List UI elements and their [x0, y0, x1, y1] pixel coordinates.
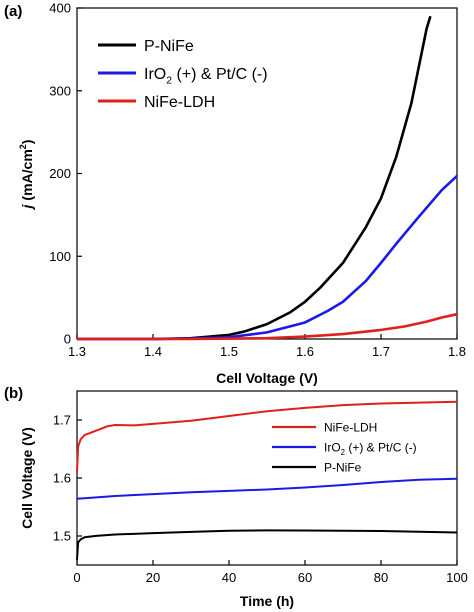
- panel-a-x-tick-label: 1.7: [372, 344, 390, 359]
- panel-a-series-line-1: [77, 175, 458, 341]
- panel-a: (a) 1.3 1.4 1.5 1.6 1.7 1.8 0 100 200 300 400 Cell…: [4, 1, 466, 387]
- panel-a-ticks: 1.3 1.4 1.5 1.6 1.7 1.8 0 100 200 300 400: [49, 1, 466, 360]
- panel-a-legend-text: (+) & Pt/C (-): [172, 66, 268, 83]
- panel-b-ylabel: Cell Voltage (V): [19, 427, 35, 529]
- panel-a-legend: P-NiFe IrO2 (+) & Pt/C (-) NiFe-LDH: [98, 38, 268, 111]
- panel-b-x-tick-label: 20: [146, 570, 160, 585]
- panel-b-y-tick-label: 1.7: [53, 413, 71, 428]
- panel-b-legend-label-0: NiFe-LDH: [324, 420, 377, 434]
- panel-a-y-tick-label: 0: [64, 332, 71, 347]
- panel-a-legend-text: NiFe-LDH: [144, 94, 215, 111]
- panel-a-x-tick-label: 1.6: [296, 344, 314, 359]
- ylabel-unit-sup: 2: [18, 144, 28, 149]
- panel-b-legend: NiFe-LDH IrO2 (+) & Pt/C (-) P-NiFe: [272, 420, 417, 474]
- panel-b-legend-text: NiFe-LDH: [324, 420, 377, 434]
- panel-b-legend-text: P-NiFe: [324, 460, 362, 474]
- panel-b-x-tick-label: 100: [446, 570, 468, 585]
- ylabel-symbol: j: [19, 203, 35, 210]
- panel-a-legend-text: P-NiFe: [144, 38, 194, 55]
- panel-b-series-line-0: [76, 400, 458, 473]
- panel-a-legend-text: IrO: [144, 66, 166, 83]
- panel-b-y-tick-label: 1.6: [53, 471, 71, 486]
- panel-b: (b) 0 20 40 60 80 100 1.5 1.6 1.7 Time (h) Cell …: [4, 385, 468, 609]
- ylabel-unit-pre: (mA/cm: [19, 149, 35, 200]
- panel-a-x-tick-label: 1.4: [144, 344, 162, 359]
- panel-a-series-line-0: [77, 15, 432, 341]
- panel-b-legend-label-1: IrO2 (+) & Pt/C (-): [324, 440, 417, 457]
- panel-b-frame: [76, 390, 458, 566]
- panel-a-legend-label-0: P-NiFe: [144, 38, 194, 55]
- panel-a-series-line-2: [77, 312, 458, 341]
- panel-a-y-tick-label: 300: [49, 83, 71, 98]
- panel-a-xlabel: Cell Voltage (V): [216, 370, 318, 386]
- panel-a-label: (a): [4, 3, 22, 20]
- panel-b-legend-label-2: P-NiFe: [324, 460, 362, 474]
- panel-b-x-tick-label: 0: [73, 570, 80, 585]
- panel-b-series-line-2: [76, 529, 458, 560]
- panel-b-label: (b): [4, 385, 23, 402]
- panel-a-x-tick-label: 1.8: [448, 344, 466, 359]
- panel-a-legend-label-1: IrO2 (+) & Pt/C (-): [144, 66, 268, 87]
- panel-a-x-tick-label: 1.3: [68, 344, 86, 359]
- panel-b-legend-text: IrO: [324, 440, 341, 454]
- panel-b-x-tick-label: 40: [222, 570, 236, 585]
- panel-a-frame: [76, 7, 458, 340]
- panel-a-y-tick-label: 100: [49, 249, 71, 264]
- panel-b-series-line-1: [76, 477, 458, 500]
- panel-b-y-tick-label: 1.5: [53, 529, 71, 544]
- panel-b-ticks: 0 20 40 60 80 100 1.5 1.6 1.7: [53, 413, 468, 586]
- panel-a-y-tick-label: 400: [49, 1, 71, 16]
- panel-a-legend-label-2: NiFe-LDH: [144, 94, 215, 111]
- panel-b-x-tick-label: 80: [374, 570, 388, 585]
- panel-a-y-tick-label: 200: [49, 166, 71, 181]
- panel-b-xlabel: Time (h): [240, 593, 294, 609]
- panel-a-ylabel: j (mA/cm2): [18, 140, 35, 211]
- panel-a-legend-subscript: 2: [166, 76, 172, 87]
- panel-a-lines: [77, 15, 458, 341]
- panel-b-legend-text: (+) & Pt/C (-): [345, 440, 417, 454]
- ylabel-unit-post: ): [19, 140, 35, 145]
- panel-a-x-tick-label: 1.5: [220, 344, 238, 359]
- panel-b-lines: [76, 400, 458, 560]
- panel-b-legend-subscript: 2: [341, 448, 345, 457]
- panel-b-x-tick-label: 60: [298, 570, 312, 585]
